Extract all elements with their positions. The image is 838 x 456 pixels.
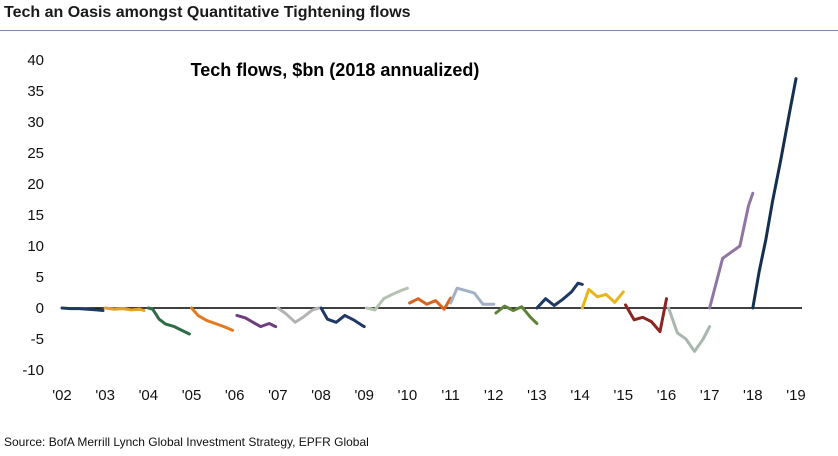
series-line — [235, 313, 278, 329]
y-tick-label: 10 — [27, 238, 44, 255]
series-line — [190, 306, 234, 332]
x-tick-label: '11 — [441, 387, 459, 404]
y-tick-label: 25 — [27, 145, 44, 162]
x-tick-label: '14 — [570, 387, 590, 404]
series-line — [319, 306, 366, 329]
title-divider — [0, 30, 838, 31]
x-tick-label: '16 — [657, 387, 677, 404]
x-tick-label: '12 — [484, 387, 504, 404]
y-tick-label: 0 — [36, 300, 44, 317]
y-tick-label: -5 — [31, 331, 44, 348]
x-tick-label: '13 — [527, 387, 547, 404]
series-line — [580, 287, 625, 310]
x-tick-label: '09 — [354, 387, 374, 404]
x-tick-label: '02 — [52, 387, 72, 404]
series-line — [624, 297, 668, 334]
chart-title: Tech flows, $bn (2018 annualized) — [191, 60, 480, 80]
series-group — [60, 77, 798, 353]
series-line — [708, 191, 755, 310]
x-tick-label: '15 — [614, 387, 634, 404]
series-line — [146, 306, 191, 336]
y-axis-ticks: 40 35 30 25 20 15 10 5 0 -5 -10 — [22, 52, 44, 379]
series-line — [751, 77, 798, 310]
y-tick-label: 40 — [27, 52, 44, 69]
x-tick-label: '10 — [398, 387, 418, 404]
x-tick-label: '17 — [700, 387, 720, 404]
x-tick-label: '18 — [743, 387, 763, 404]
x-tick-label: '05 — [182, 387, 202, 404]
series-line — [60, 306, 105, 312]
page-title: Tech an Oasis amongst Quantitative Tight… — [4, 4, 411, 21]
x-tick-label: '19 — [786, 387, 806, 404]
y-tick-label: 5 — [36, 269, 44, 286]
y-tick-label: 30 — [27, 114, 44, 131]
x-tick-label: '07 — [268, 387, 288, 404]
y-tick-label: 35 — [27, 83, 44, 100]
y-tick-label: 20 — [27, 176, 44, 193]
x-tick-label: '03 — [95, 387, 115, 404]
y-tick-label: -10 — [22, 362, 44, 379]
series-line — [535, 281, 584, 310]
x-tick-label: '08 — [311, 387, 331, 404]
series-line — [494, 304, 539, 325]
series-line — [276, 306, 321, 324]
y-tick-label: 15 — [27, 207, 44, 224]
source-note: Source: BofA Merrill Lynch Global Invest… — [4, 435, 369, 449]
series-line — [449, 286, 496, 306]
x-axis-ticks: '02 '03 '04 '05 '06 '07 '08 '09 '10 '11 '12 '13 '14 '… — [52, 387, 806, 404]
series-line — [408, 296, 453, 311]
x-tick-label: '04 — [139, 387, 159, 404]
series-line — [667, 306, 712, 353]
x-tick-label: '06 — [225, 387, 245, 404]
series-line — [103, 306, 146, 312]
series-line — [364, 286, 409, 312]
